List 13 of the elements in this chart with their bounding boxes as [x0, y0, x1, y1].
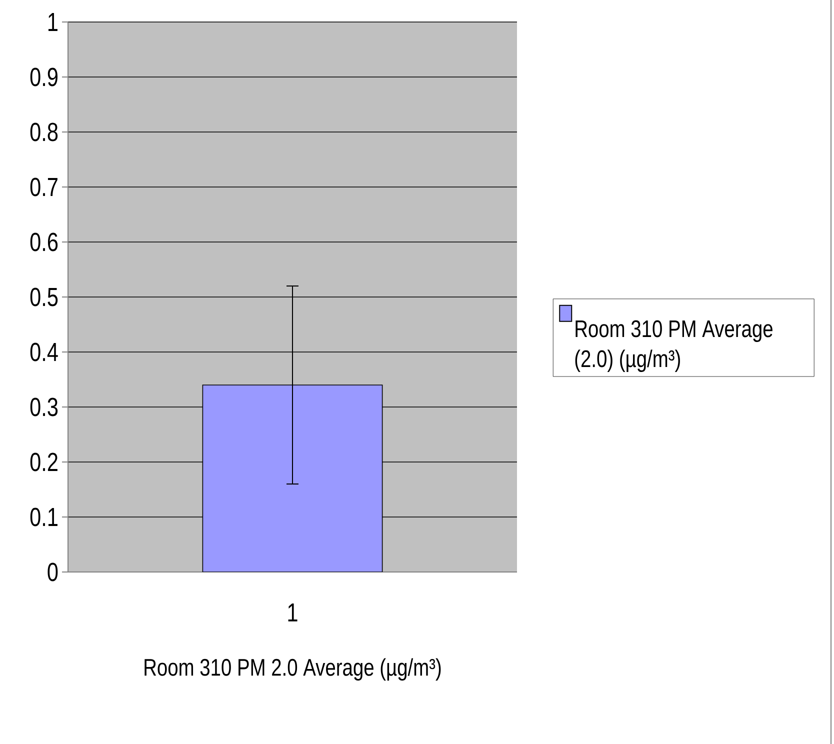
y-tick-label: 0.9 — [30, 68, 58, 86]
y-tick-label: 0.4 — [30, 342, 58, 362]
y-tick-label: 0.1 — [30, 508, 58, 526]
y-tick-label: 0.6 — [30, 232, 58, 252]
y-tick-label: 1 — [48, 13, 58, 31]
y-tick-label: 0.3 — [30, 398, 58, 416]
y-tick-label: 0.5 — [30, 288, 58, 306]
y-tick-label: 0 — [48, 562, 58, 582]
y-tick-label: 0.8 — [30, 122, 58, 142]
legend-label: Room 310 PM Average (2.0) (µg/m³) — [575, 320, 772, 372]
y-tick-label: 0.7 — [30, 178, 58, 196]
y-tick-label: 0.2 — [30, 452, 58, 472]
x-axis-title: Room 310 PM 2.0 Average (µg/m³) — [144, 658, 441, 681]
